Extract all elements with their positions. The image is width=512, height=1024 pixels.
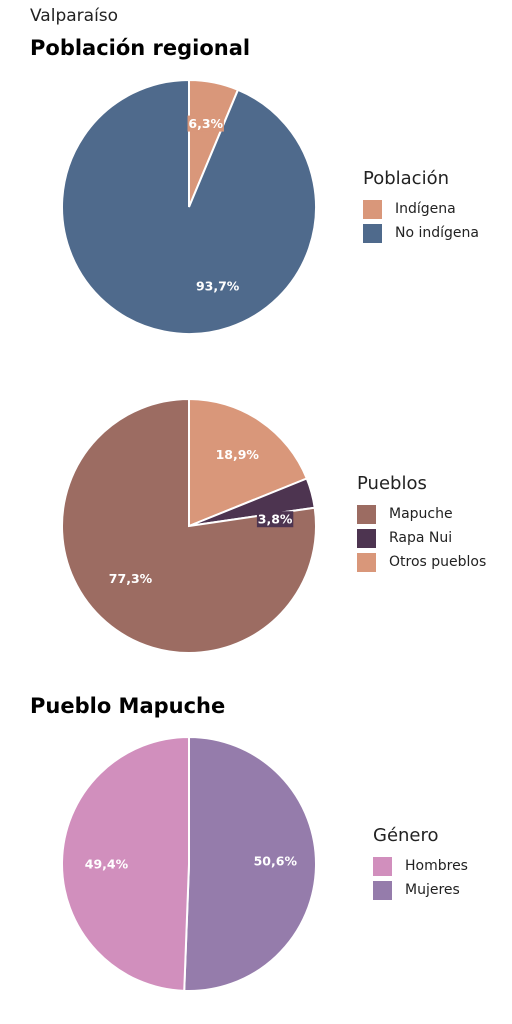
slice-label-hombres: 49,4%	[85, 857, 129, 872]
pie-slice-hombres	[61, 735, 190, 992]
legend-swatch	[357, 528, 376, 548]
legend-item-mujeres: Mujeres	[373, 878, 468, 902]
legend-item-otros-pueblos: Otros pueblos	[357, 550, 486, 574]
legend-item-hombres: Hombres	[373, 854, 468, 878]
legend-label: Rapa Nui	[389, 530, 453, 546]
legend-swatch	[363, 223, 382, 243]
legend-label: Indígena	[395, 201, 456, 217]
legend-title: Población	[363, 168, 450, 189]
pie-slice-mujeres	[183, 735, 317, 992]
section-title-pueblo-mapuche: Pueblo Mapuche	[30, 694, 226, 718]
slice-label-indigena: 6,3%	[188, 116, 223, 131]
legend-poblacion: Población Indígena No indígena	[363, 168, 479, 245]
legend-swatch	[357, 504, 376, 524]
legend-title: Pueblos	[357, 473, 427, 494]
legend-genero: Género Hombres Mujeres	[373, 825, 468, 902]
pie-slice-mapuche	[61, 397, 317, 654]
slice-label-rapa-nui: 3,8%	[258, 512, 293, 527]
legend-item-rapa-nui: Rapa Nui	[357, 526, 486, 550]
legend-label: Mapuche	[389, 506, 453, 522]
legend-item-no-indigena: No indígena	[363, 221, 479, 245]
pie-chart-genero: 50,6% 49,4%	[61, 735, 317, 992]
slice-label-mapuche: 77,3%	[109, 571, 153, 586]
legend-swatch	[373, 856, 392, 876]
legend-swatch	[373, 880, 392, 900]
slice-label-mujeres: 50,6%	[254, 853, 298, 868]
pie-slice-otros-pueblos	[188, 397, 309, 528]
legend-label: No indígena	[395, 225, 479, 241]
pie-chart-poblacion: 6,3% 93,7%	[61, 78, 317, 335]
pie-chart-pueblos: 18,9% 3,8% 77,3%	[61, 397, 317, 654]
legend-label: Mujeres	[405, 882, 460, 898]
slice-label-box	[187, 115, 224, 132]
legend-item-indigena: Indígena	[363, 197, 479, 221]
slice-label-no-indigena: 93,7%	[196, 278, 240, 293]
legend-item-mapuche: Mapuche	[357, 502, 486, 526]
region-name: Valparaíso	[30, 6, 119, 26]
section-title-poblacion-regional: Población regional	[30, 36, 251, 60]
pie-slice-no-indigena	[61, 78, 317, 335]
legend-pueblos: Pueblos Mapuche Rapa Nui Otros pueblos	[357, 473, 486, 574]
legend-label: Hombres	[405, 858, 468, 874]
slice-label-otros-pueblos: 18,9%	[216, 447, 260, 462]
legend-swatch	[357, 552, 376, 572]
legend-swatch	[363, 199, 382, 219]
legend-label: Otros pueblos	[389, 554, 487, 570]
legend-title: Género	[373, 825, 439, 846]
slice-label-box	[256, 511, 294, 528]
